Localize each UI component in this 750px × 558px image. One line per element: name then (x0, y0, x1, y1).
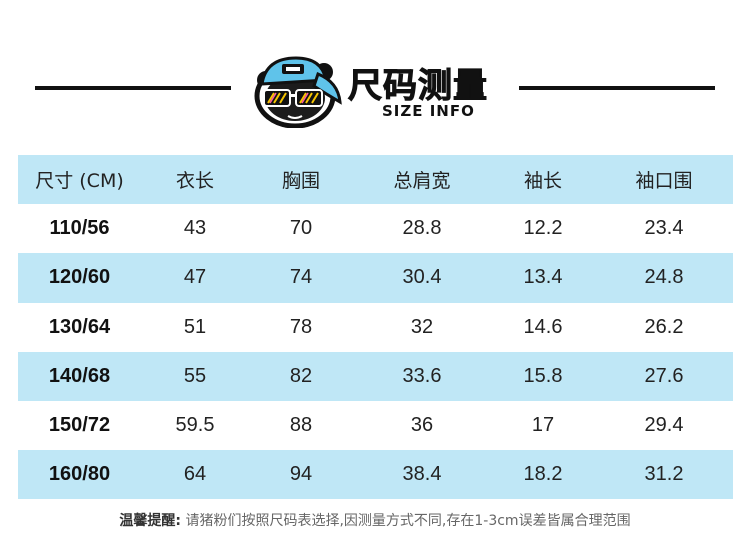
footnote-text: 请猪粉们按照尺码表选择,因测量方式不同,存在1-3cm误差皆属合理范围 (185, 513, 631, 529)
header-rule-left (35, 86, 231, 90)
column-header-sleeve: 袖长 (523, 170, 562, 193)
cell-cuff: 23.4 (644, 217, 684, 240)
cell-length: 59.5 (175, 414, 215, 437)
cell-shoulder: 30.4 (402, 266, 442, 289)
cell-size: 120/60 (48, 266, 111, 289)
cell-cuff: 31.2 (644, 463, 684, 486)
header: 尺码测量 SIZE INFO (0, 0, 750, 140)
table-row: 110/56 43 70 28.8 12.2 23.4 (18, 204, 733, 253)
cell-size: 110/56 (49, 217, 110, 240)
cell-cuff: 29.4 (644, 414, 684, 437)
cell-shoulder: 36 (410, 414, 434, 437)
column-header-length: 衣长 (175, 170, 214, 193)
column-header-size: 尺寸 (CM) (35, 170, 124, 193)
cell-sleeve: 18.2 (523, 463, 563, 486)
cell-size: 140/68 (48, 364, 111, 387)
cell-chest: 88 (289, 414, 313, 437)
cell-sleeve: 17 (531, 414, 555, 437)
size-table: 尺寸 (CM) 衣长 胸围 总肩宽 袖长 袖口围 110/56 43 70 28… (18, 155, 733, 500)
cell-sleeve: 14.6 (523, 315, 563, 338)
cell-cuff: 26.2 (644, 315, 684, 338)
footnote-label: 温馨提醒: (119, 513, 182, 529)
cell-length: 43 (183, 217, 207, 240)
table-row: 120/60 47 74 30.4 13.4 24.8 (18, 253, 733, 303)
cell-shoulder: 32 (410, 315, 434, 338)
cell-length: 47 (183, 266, 207, 289)
cell-cuff: 27.6 (644, 364, 684, 387)
cell-size: 130/64 (48, 315, 111, 338)
cell-size: 160/80 (48, 463, 111, 486)
cell-length: 64 (183, 463, 207, 486)
cell-length: 55 (183, 364, 207, 387)
table-header-row: 尺寸 (CM) 衣长 胸围 总肩宽 袖长 袖口围 (18, 155, 733, 205)
column-header-cuff: 袖口围 (635, 170, 693, 193)
cell-sleeve: 12.2 (523, 217, 563, 240)
cell-chest: 78 (289, 315, 313, 338)
header-rule-right (519, 86, 715, 90)
page-title: 尺码测量 (348, 66, 488, 107)
cell-shoulder: 38.4 (402, 463, 442, 486)
cell-size: 150/72 (48, 414, 111, 437)
footnote: 温馨提醒: 请猪粉们按照尺码表选择,因测量方式不同,存在1-3cm误差皆属合理范… (0, 510, 750, 530)
column-header-chest: 胸围 (281, 170, 320, 193)
cell-chest: 74 (289, 266, 313, 289)
cell-chest: 94 (289, 463, 313, 486)
table-row: 130/64 51 78 32 14.6 26.2 (18, 303, 733, 352)
table-row: 140/68 55 82 33.6 15.8 27.6 (18, 351, 733, 401)
cell-shoulder: 28.8 (402, 217, 442, 240)
mascot-icon (254, 56, 342, 128)
column-header-shoulder: 总肩宽 (393, 170, 451, 193)
page-subtitle: SIZE INFO (382, 102, 475, 120)
cell-length: 51 (183, 315, 207, 338)
cell-shoulder: 33.6 (402, 364, 442, 387)
cell-cuff: 24.8 (644, 266, 684, 289)
table-row: 150/72 59.5 88 36 17 29.4 (18, 401, 733, 450)
cell-chest: 70 (289, 217, 313, 240)
cell-sleeve: 13.4 (523, 266, 563, 289)
cell-sleeve: 15.8 (523, 364, 563, 387)
cell-chest: 82 (289, 364, 313, 387)
table-row: 160/80 64 94 38.4 18.2 31.2 (18, 450, 733, 500)
